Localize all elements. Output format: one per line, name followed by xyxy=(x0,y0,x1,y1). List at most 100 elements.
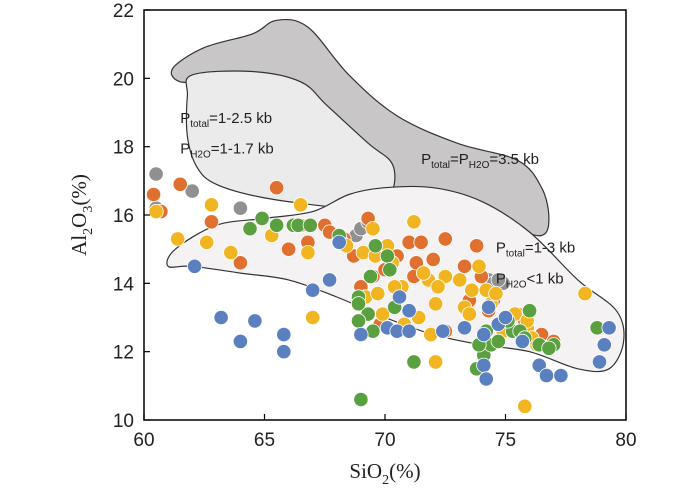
point-orange xyxy=(172,176,188,192)
point-yellow xyxy=(305,309,321,326)
point-yellow xyxy=(488,285,504,302)
point-blue xyxy=(553,367,569,384)
point-blue xyxy=(401,323,417,339)
y-tick-label: 18 xyxy=(113,138,134,159)
point-orange xyxy=(232,255,248,271)
point-green xyxy=(367,238,383,254)
point-yellow xyxy=(292,197,309,213)
x-tick-label: 60 xyxy=(133,430,154,451)
point-yellow xyxy=(427,354,444,370)
point-green xyxy=(490,333,506,349)
point-yellow xyxy=(437,268,453,285)
point-blue xyxy=(538,367,555,384)
point-orange xyxy=(203,214,220,230)
field-label-2-1: Ptotal=1-2.5 kb xyxy=(180,110,272,130)
data-points xyxy=(146,166,617,414)
point-green xyxy=(350,296,367,312)
x-tick-label: 80 xyxy=(615,430,636,451)
point-green xyxy=(242,221,258,237)
point-yellow xyxy=(452,272,468,288)
field-labels: Ptotal=PH2O=3.5 kb Ptotal=1-2.5 kb PH2O=1-… xyxy=(180,110,575,290)
point-blue xyxy=(456,320,473,336)
field-label-1: Ptotal=PH2O=3.5 kb xyxy=(421,151,539,171)
point-orange xyxy=(437,231,453,247)
point-orange xyxy=(468,238,485,254)
point-yellow xyxy=(406,214,422,230)
point-yellow xyxy=(517,398,533,414)
point-green xyxy=(362,268,379,285)
point-blue xyxy=(531,357,547,373)
point-blue xyxy=(276,344,292,360)
point-green xyxy=(379,248,395,264)
point-yellow xyxy=(461,306,477,322)
point-yellow xyxy=(370,285,386,302)
point-green xyxy=(254,210,270,226)
point-blue xyxy=(391,289,408,305)
point-yellow xyxy=(365,221,381,237)
field-label-3-2: PH2O<1 kb xyxy=(496,270,564,290)
y-tick-label: 16 xyxy=(113,206,134,227)
point-blue xyxy=(321,272,338,288)
axis-tick-labels: 60 65 70 75 80 10 12 14 16 18 20 22 xyxy=(113,1,637,451)
point-yellow xyxy=(203,197,220,213)
point-yellow xyxy=(199,234,215,250)
point-green xyxy=(302,217,318,233)
point-green xyxy=(541,340,557,356)
x-tick-label: 75 xyxy=(495,430,516,451)
y-tick-label: 10 xyxy=(113,411,134,432)
pressure-fields xyxy=(166,18,625,373)
point-green xyxy=(353,391,369,408)
point-grey xyxy=(232,200,248,216)
y-tick-label: 20 xyxy=(113,69,134,90)
point-orange xyxy=(280,241,297,257)
point-blue xyxy=(187,258,203,274)
point-blue xyxy=(247,313,263,329)
point-green xyxy=(521,303,538,319)
point-yellow xyxy=(430,279,446,295)
point-orange xyxy=(146,186,162,203)
point-blue xyxy=(480,299,497,315)
point-yellow xyxy=(464,282,480,298)
point-blue xyxy=(401,303,417,319)
point-yellow xyxy=(415,265,432,281)
point-grey xyxy=(148,166,164,182)
point-blue xyxy=(305,282,321,298)
point-orange xyxy=(268,180,285,196)
y-tick-label: 22 xyxy=(113,1,134,22)
point-orange xyxy=(456,258,473,274)
point-grey xyxy=(184,183,200,199)
point-blue xyxy=(478,371,494,387)
point-orange xyxy=(425,251,441,267)
point-blue xyxy=(331,234,347,250)
point-orange xyxy=(413,234,429,250)
point-yellow xyxy=(427,296,444,312)
point-orange xyxy=(408,255,424,271)
y-tick-label: 14 xyxy=(113,274,135,295)
y-tick-label: 12 xyxy=(113,343,134,364)
point-yellow xyxy=(170,231,186,247)
point-blue xyxy=(276,326,292,343)
point-yellow xyxy=(471,258,487,274)
point-blue xyxy=(596,337,612,353)
y-axis-title: Al2O3(%) xyxy=(67,174,96,256)
point-blue xyxy=(476,326,492,343)
x-tick-label: 65 xyxy=(254,430,275,451)
point-blue xyxy=(213,309,229,326)
point-blue xyxy=(476,357,492,373)
axis-ticks xyxy=(143,9,627,421)
point-yellow xyxy=(148,204,164,220)
point-blue xyxy=(353,326,369,343)
point-blue xyxy=(232,333,248,349)
point-green xyxy=(350,313,367,329)
point-yellow xyxy=(577,285,593,302)
x-axis-title: SiO2(%) xyxy=(349,459,420,488)
field-label-3-1: Ptotal=1-3 kb xyxy=(496,240,575,260)
point-blue xyxy=(514,333,531,349)
point-green xyxy=(406,354,422,370)
point-green xyxy=(268,217,285,233)
point-blue xyxy=(435,323,451,339)
point-yellow xyxy=(223,245,239,261)
point-green xyxy=(382,262,398,278)
point-blue xyxy=(497,309,514,326)
